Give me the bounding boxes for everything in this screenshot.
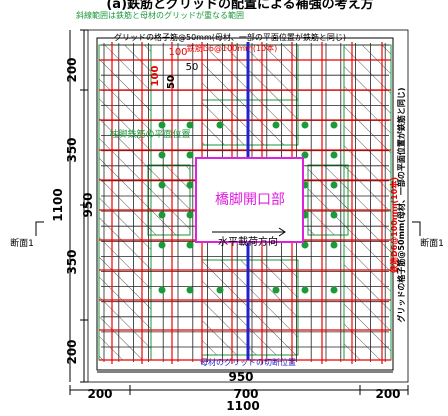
column-rebar [331,152,338,159]
column-rebar [273,287,280,294]
column-rebar [159,182,166,189]
dim-label: 950 [228,370,253,384]
dim-label: 200 [65,339,79,364]
column-rebar [273,122,280,129]
column-rebar [217,287,224,294]
overlap-zone [202,45,298,100]
opening-label: 橋脚開口部 [215,192,285,208]
dim-100: 100 [168,47,187,58]
overlap-zone [308,165,348,235]
column-rebar [331,182,338,189]
column-rebar [187,152,194,159]
column-rebar [331,212,338,219]
column-rebar [302,287,309,294]
dim-label: 350 [65,137,79,162]
column-rebar [159,152,166,159]
overlap-zone [344,45,391,360]
grid-label: グリッドの格子筋@50mm(母材、一部の平面位置が鉄筋と同じ) [114,32,346,42]
column-rebar [159,212,166,219]
section-label: 断面1 [10,237,34,249]
load-label: 水平載荷方向 [218,235,278,248]
column-rebar [187,242,194,249]
dim-100: 100 [150,66,161,87]
column-rebar [217,122,224,129]
column-rebar [331,242,338,249]
column-rebar-label: 柱脚鉄筋の平面位置 [109,128,190,140]
column-rebar [331,287,338,294]
section-mark [36,222,44,236]
cut-label: 母材のグリッドの切断位置 [200,357,296,367]
column-rebar [187,122,194,129]
note: 斜線範囲は鉄筋と母材のグリッドが重なる範囲 [76,10,244,20]
column-rebar [302,122,309,129]
column-rebar [187,287,194,294]
dim-50: 50 [166,75,177,89]
section-mark [412,222,420,236]
dim-label: 1100 [51,188,65,221]
dim-50: 50 [186,62,199,73]
column-rebar [331,122,338,129]
section-label: 断面1 [420,237,444,249]
dim-label: 950 [81,192,95,217]
dim-label: 200 [65,57,79,82]
column-rebar [187,182,194,189]
overlap-zone [148,165,190,235]
overlap-zone [99,45,151,360]
column-rebar [159,122,166,129]
column-rebar [159,287,166,294]
column-rebar [159,242,166,249]
overlap-zone [202,260,298,355]
drawing: (a)鉄筋とグリッドの配置による補強の考え方 斜線範囲は鉄筋と母材のグリッドが重… [0,0,448,412]
right-grid-label: グリッドの格子筋@50mm(母材、一部の平面位置が鉄筋と同じ) [396,87,406,322]
column-rebar [187,212,194,219]
dim-label: 1100 [226,399,259,412]
dim-label: 350 [65,249,79,274]
dim-label: 200 [87,387,112,401]
overlap-zone [202,100,298,145]
rebar-label: 鉄筋D6@100mm(10本) [187,43,278,53]
dim-label: 200 [375,387,400,401]
